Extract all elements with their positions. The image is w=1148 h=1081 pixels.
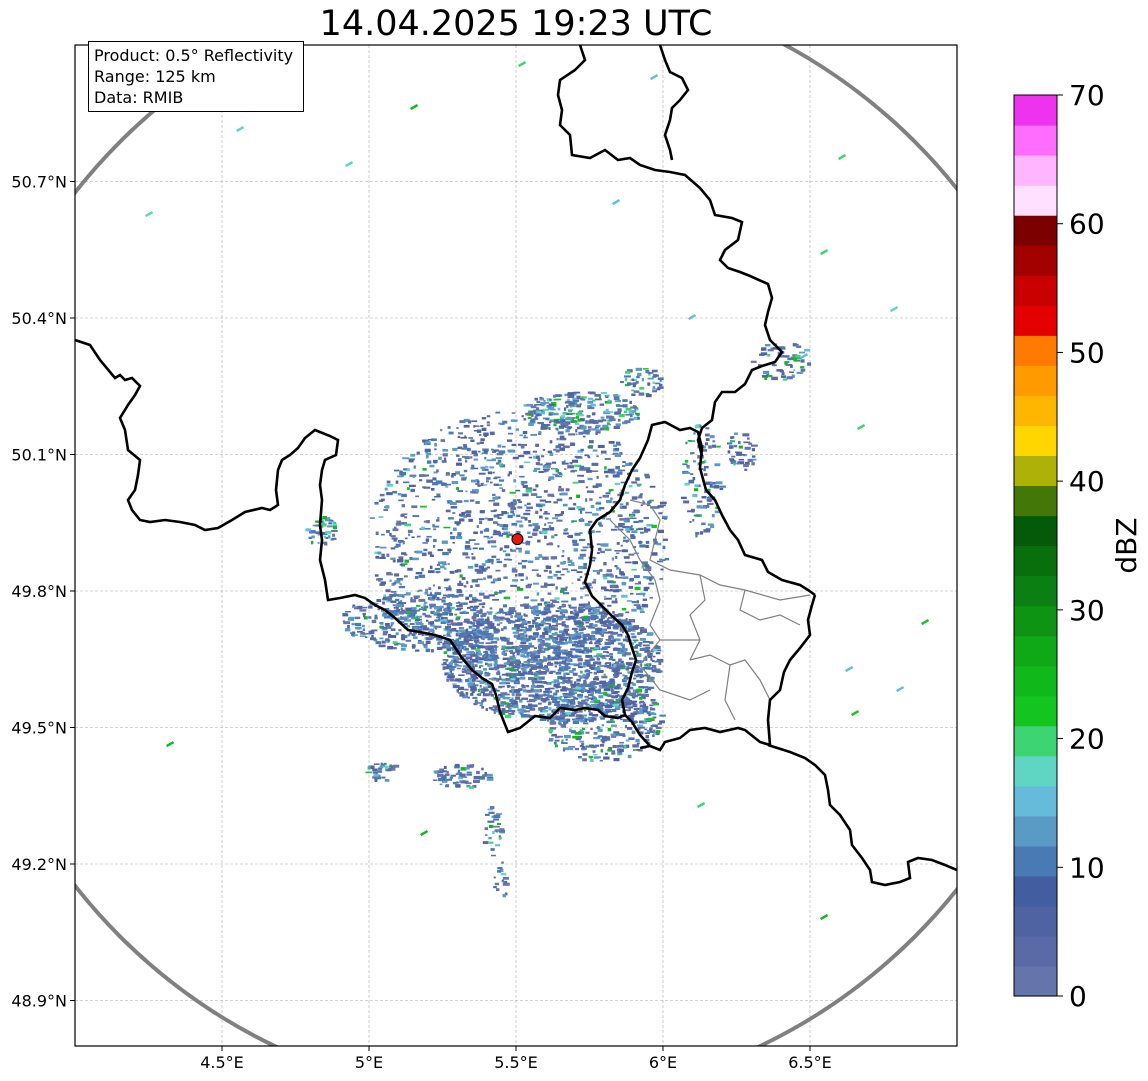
info-product: Product: 0.5° Reflectivity — [94, 46, 294, 65]
radar-site-marker — [511, 533, 524, 546]
axis-ticks: 4.5°E 5°E 5.5°E 6°E 6.5°E 50.7°N 50.4°N 50.1°N 4… — [11, 173, 831, 1073]
border-luxembourg-south — [624, 714, 651, 747]
colorbar-segment — [1014, 965, 1057, 997]
x-tick-label: 5°E — [355, 1053, 383, 1072]
colorbar-segment — [1014, 725, 1057, 757]
colorbar-tick-label: 10 — [1069, 851, 1105, 884]
border-belgium-west — [75, 338, 816, 734]
colorbar-frame — [1013, 94, 1058, 997]
colorbar-segment — [1014, 365, 1057, 396]
y-tick-label: 50.4°N — [11, 309, 67, 328]
colorbar-segment — [1014, 665, 1057, 697]
admin-border-luxembourg-cantons — [609, 499, 811, 721]
colorbar-tick-label: 0 — [1069, 980, 1087, 1013]
colorbar-segment — [1014, 695, 1057, 727]
colorbar-tick-label: 50 — [1069, 336, 1105, 369]
info-box: Product: 0.5° Reflectivity Range: 125 km… — [88, 41, 304, 112]
colorbar-tick-label: 40 — [1069, 465, 1105, 498]
colorbar-segment — [1014, 155, 1057, 186]
colorbar-segment — [1014, 905, 1057, 937]
colorbar-segment — [1014, 845, 1057, 877]
colorbar-tick-label: 30 — [1069, 594, 1105, 627]
y-tick-label: 50.1°N — [11, 446, 67, 465]
colorbar-segment — [1014, 635, 1057, 667]
y-tick-label: 49.5°N — [11, 719, 67, 738]
colorbar-tick-label: 20 — [1069, 723, 1105, 756]
colorbar-segment — [1014, 545, 1057, 577]
radar-echoes — [145, 60, 930, 921]
colorbar-segment — [1014, 755, 1057, 787]
y-tick-label: 49.8°N — [11, 582, 67, 601]
colorbar-segment — [1014, 575, 1057, 607]
colorbar-label: dBZ — [1110, 517, 1143, 573]
colorbar-segment — [1014, 335, 1057, 366]
country-borders — [75, 45, 957, 887]
colorbar-segment — [1014, 605, 1057, 637]
colorbar-segment — [1014, 125, 1057, 156]
colorbar-segment — [1014, 455, 1057, 487]
x-tick-label: 4.5°E — [200, 1053, 244, 1072]
gridlines — [75, 45, 957, 1046]
colorbar-tick-label: 60 — [1069, 208, 1105, 241]
colorbar-segment — [1014, 935, 1057, 967]
map-title: 14.04.2025 19:23 UTC — [319, 4, 713, 44]
colorbar-segment — [1014, 185, 1057, 216]
colorbar-tick-label: 70 — [1069, 79, 1105, 112]
colorbar: 0 10 20 30 40 50 60 70 dBZ — [1013, 79, 1143, 1013]
colorbar-segment — [1014, 785, 1057, 817]
colorbar-segment — [1014, 395, 1057, 426]
colorbar-segment — [1014, 515, 1057, 547]
x-tick-label: 6°E — [649, 1053, 677, 1072]
info-range: Range: 125 km — [94, 67, 216, 86]
border-germany-north — [556, 45, 784, 457]
colorbar-segment — [1014, 485, 1057, 517]
colorbar-segment — [1014, 275, 1057, 306]
colorbar-segment — [1014, 245, 1057, 276]
y-tick-label: 48.9°N — [11, 992, 67, 1011]
colorbar-segment — [1014, 875, 1057, 907]
border-france-germany-south — [639, 594, 957, 887]
colorbar-segment — [1014, 815, 1057, 847]
colorbar-segment — [1014, 215, 1057, 246]
info-source: Data: RMIB — [94, 88, 184, 107]
x-tick-label: 6.5°E — [788, 1053, 832, 1072]
colorbar-segment — [1014, 425, 1057, 456]
x-tick-label: 5.5°E — [494, 1053, 538, 1072]
y-tick-label: 49.2°N — [11, 855, 67, 874]
y-tick-label: 50.7°N — [11, 173, 67, 192]
colorbar-segment — [1014, 305, 1057, 336]
colorbar-segment — [1014, 95, 1057, 126]
